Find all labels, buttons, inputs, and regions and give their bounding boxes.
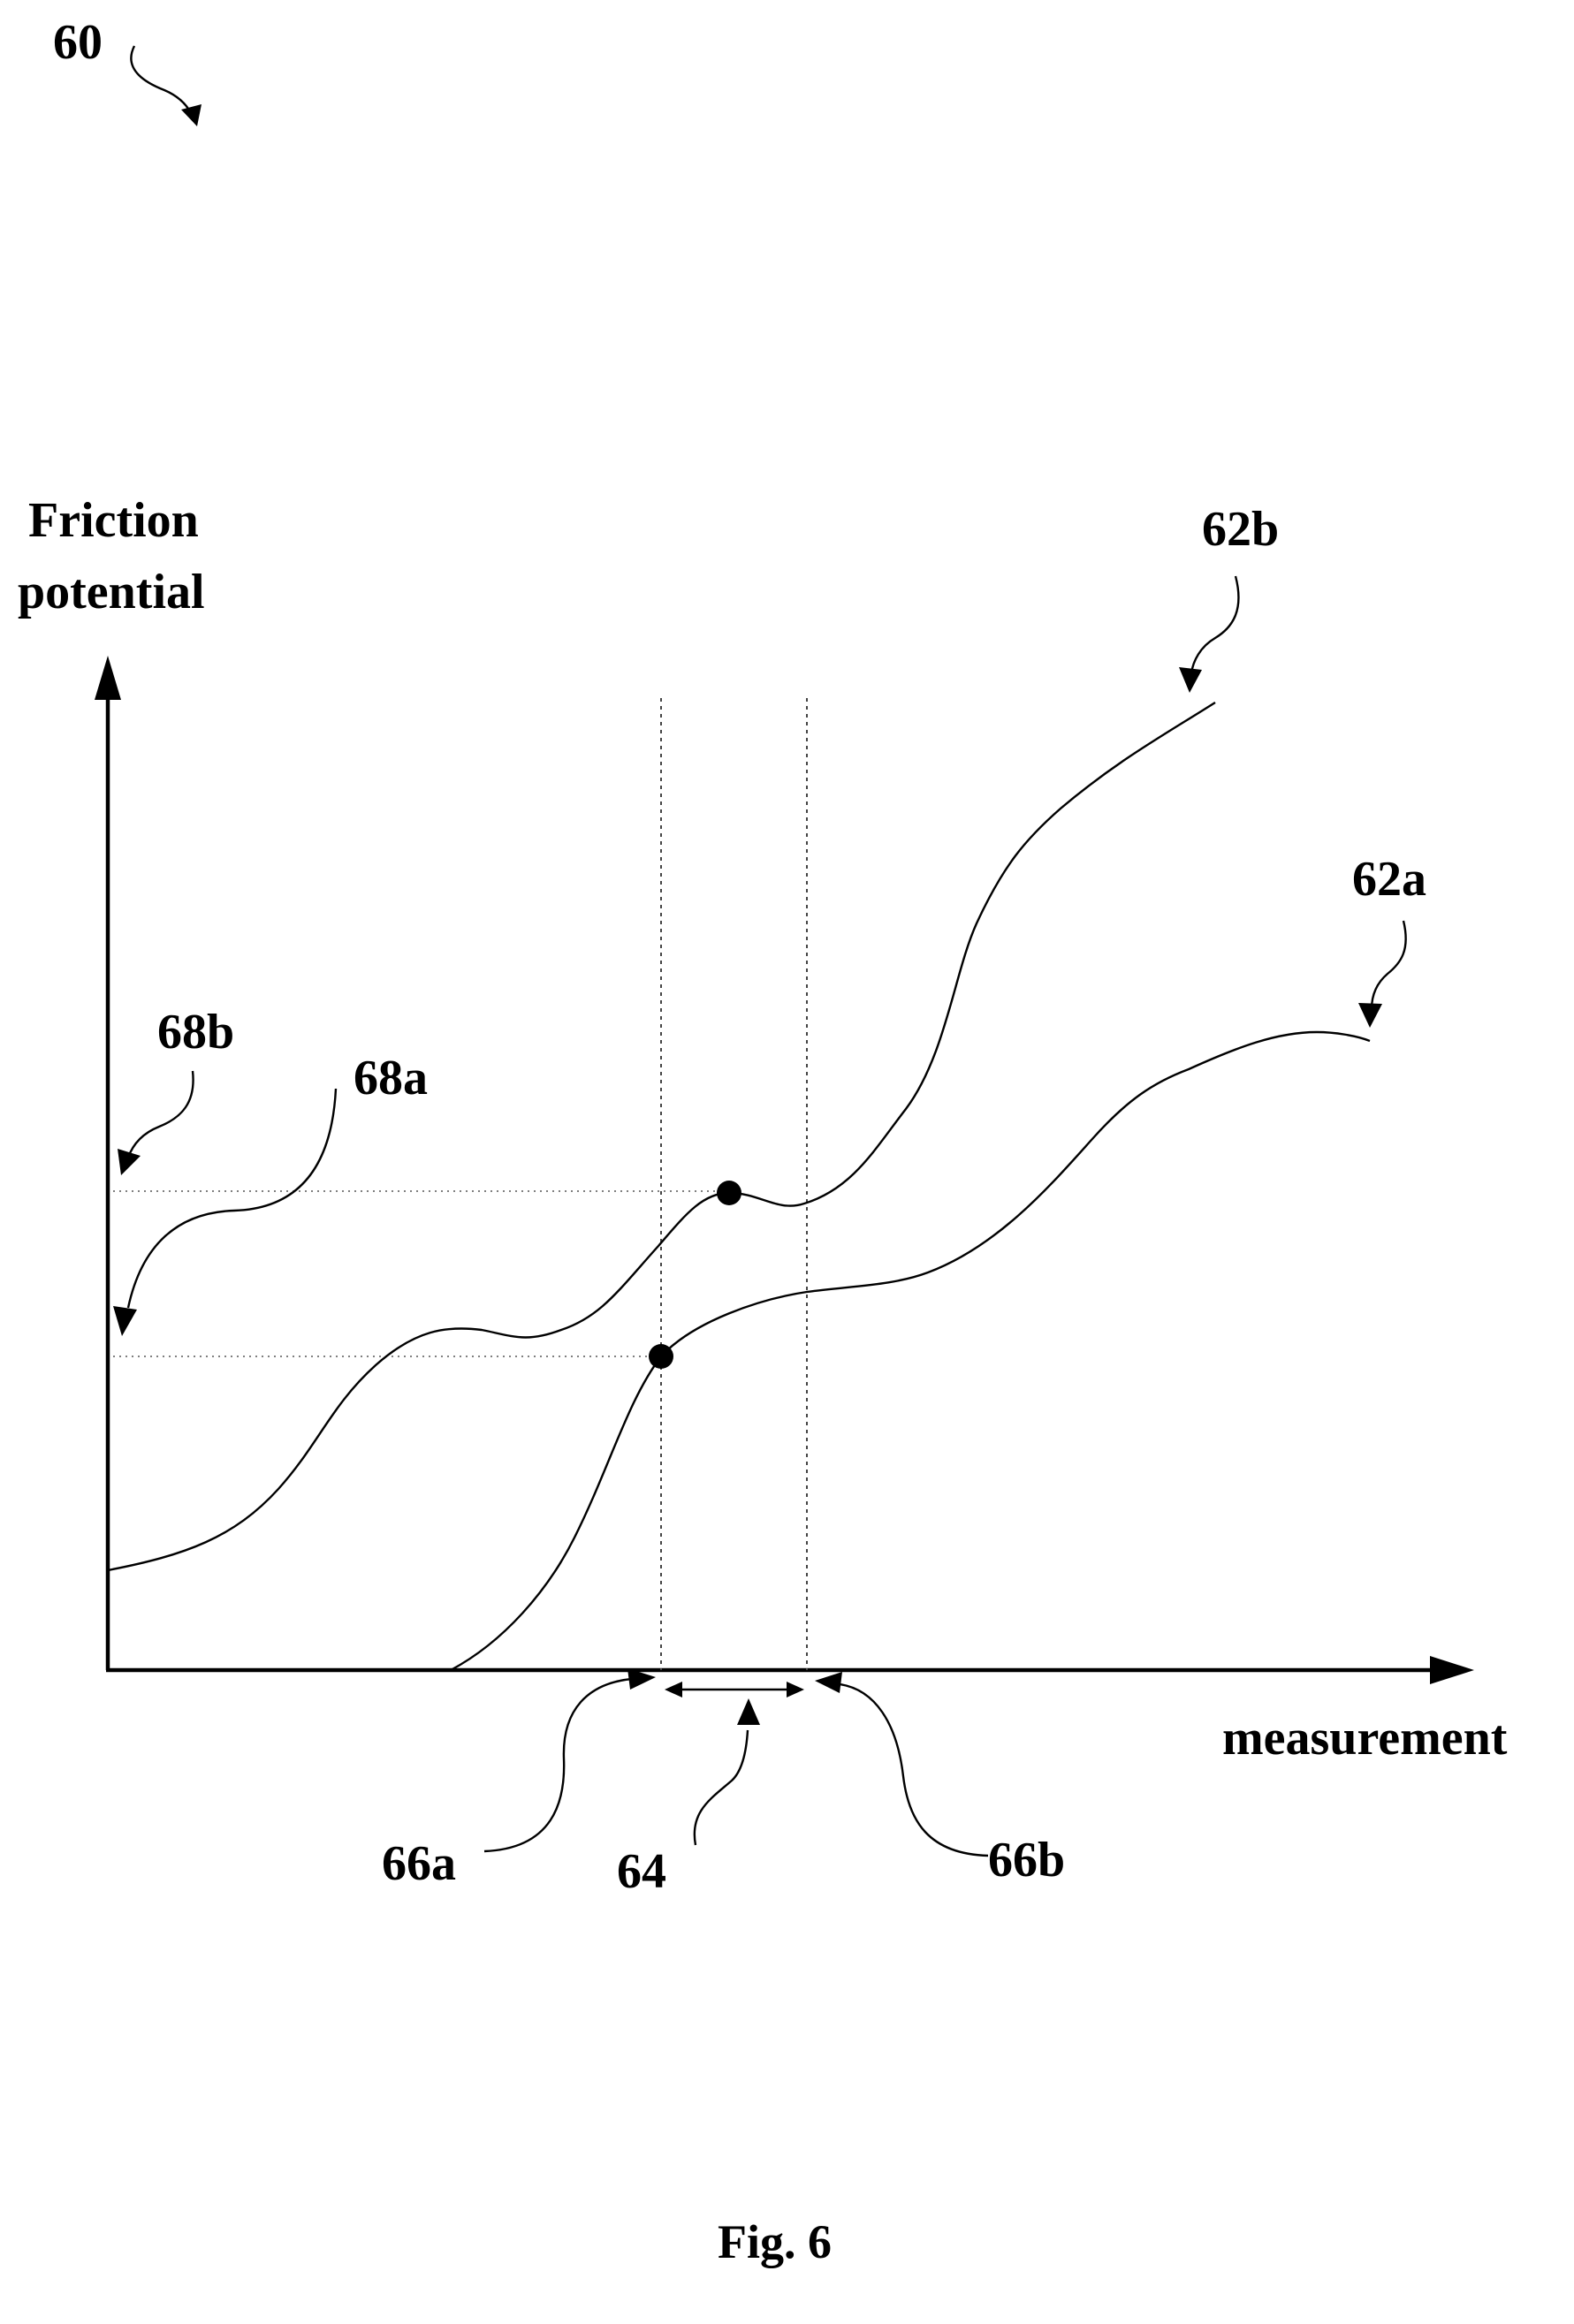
y-axis-label-line1: Friction [28, 493, 199, 548]
figure-ref-arrowhead-icon [181, 104, 202, 126]
intersection-dot-62b [717, 1181, 741, 1205]
bound-label-66b: 66b [988, 1833, 1065, 1887]
bound-66a-arrowhead-icon [627, 1668, 656, 1690]
x-axis-label: measurement [1222, 1711, 1508, 1766]
interval-64-pointer-arrowhead-icon [737, 1698, 760, 1725]
y-axis-arrowhead-icon [95, 656, 121, 700]
curve-label-62a: 62a [1352, 852, 1426, 907]
interval-64-right-arrowhead-icon [787, 1682, 804, 1697]
curve-62b-arrowhead-icon [1179, 667, 1202, 693]
figure-ref-arrow-icon [130, 45, 194, 118]
level-68a-leader [126, 1088, 338, 1309]
level-68b-arrowhead-icon [118, 1149, 141, 1175]
figure-ref-label: 60 [53, 15, 103, 70]
bound-66a-leader [483, 1677, 633, 1853]
intersection-dot-62a [649, 1344, 673, 1369]
curve-62a-arrowhead-icon [1358, 1003, 1382, 1028]
level-label-68b: 68b [157, 1005, 234, 1059]
x-axis-arrowhead-icon [1430, 1656, 1474, 1684]
level-68a-arrowhead-icon [113, 1306, 137, 1336]
figure-caption: Fig. 6 [718, 2215, 832, 2268]
bound-label-66a: 66a [382, 1836, 456, 1891]
curve-62b-leader [1190, 575, 1240, 674]
y-axis-label-line2: potential [18, 565, 205, 619]
level-label-68a: 68a [354, 1051, 428, 1105]
curve-62b [107, 701, 1216, 1572]
curve-label-62b: 62b [1202, 502, 1279, 557]
bound-66b-leader [839, 1682, 989, 1857]
interval-64-leader [693, 1729, 749, 1846]
curve-62a-leader [1370, 920, 1407, 1010]
interval-label-64: 64 [617, 1844, 666, 1899]
bound-66b-arrowhead-icon [815, 1672, 842, 1693]
interval-64-left-arrowhead-icon [665, 1682, 682, 1697]
level-68b-leader [126, 1070, 194, 1158]
curve-62a [450, 1030, 1371, 1672]
